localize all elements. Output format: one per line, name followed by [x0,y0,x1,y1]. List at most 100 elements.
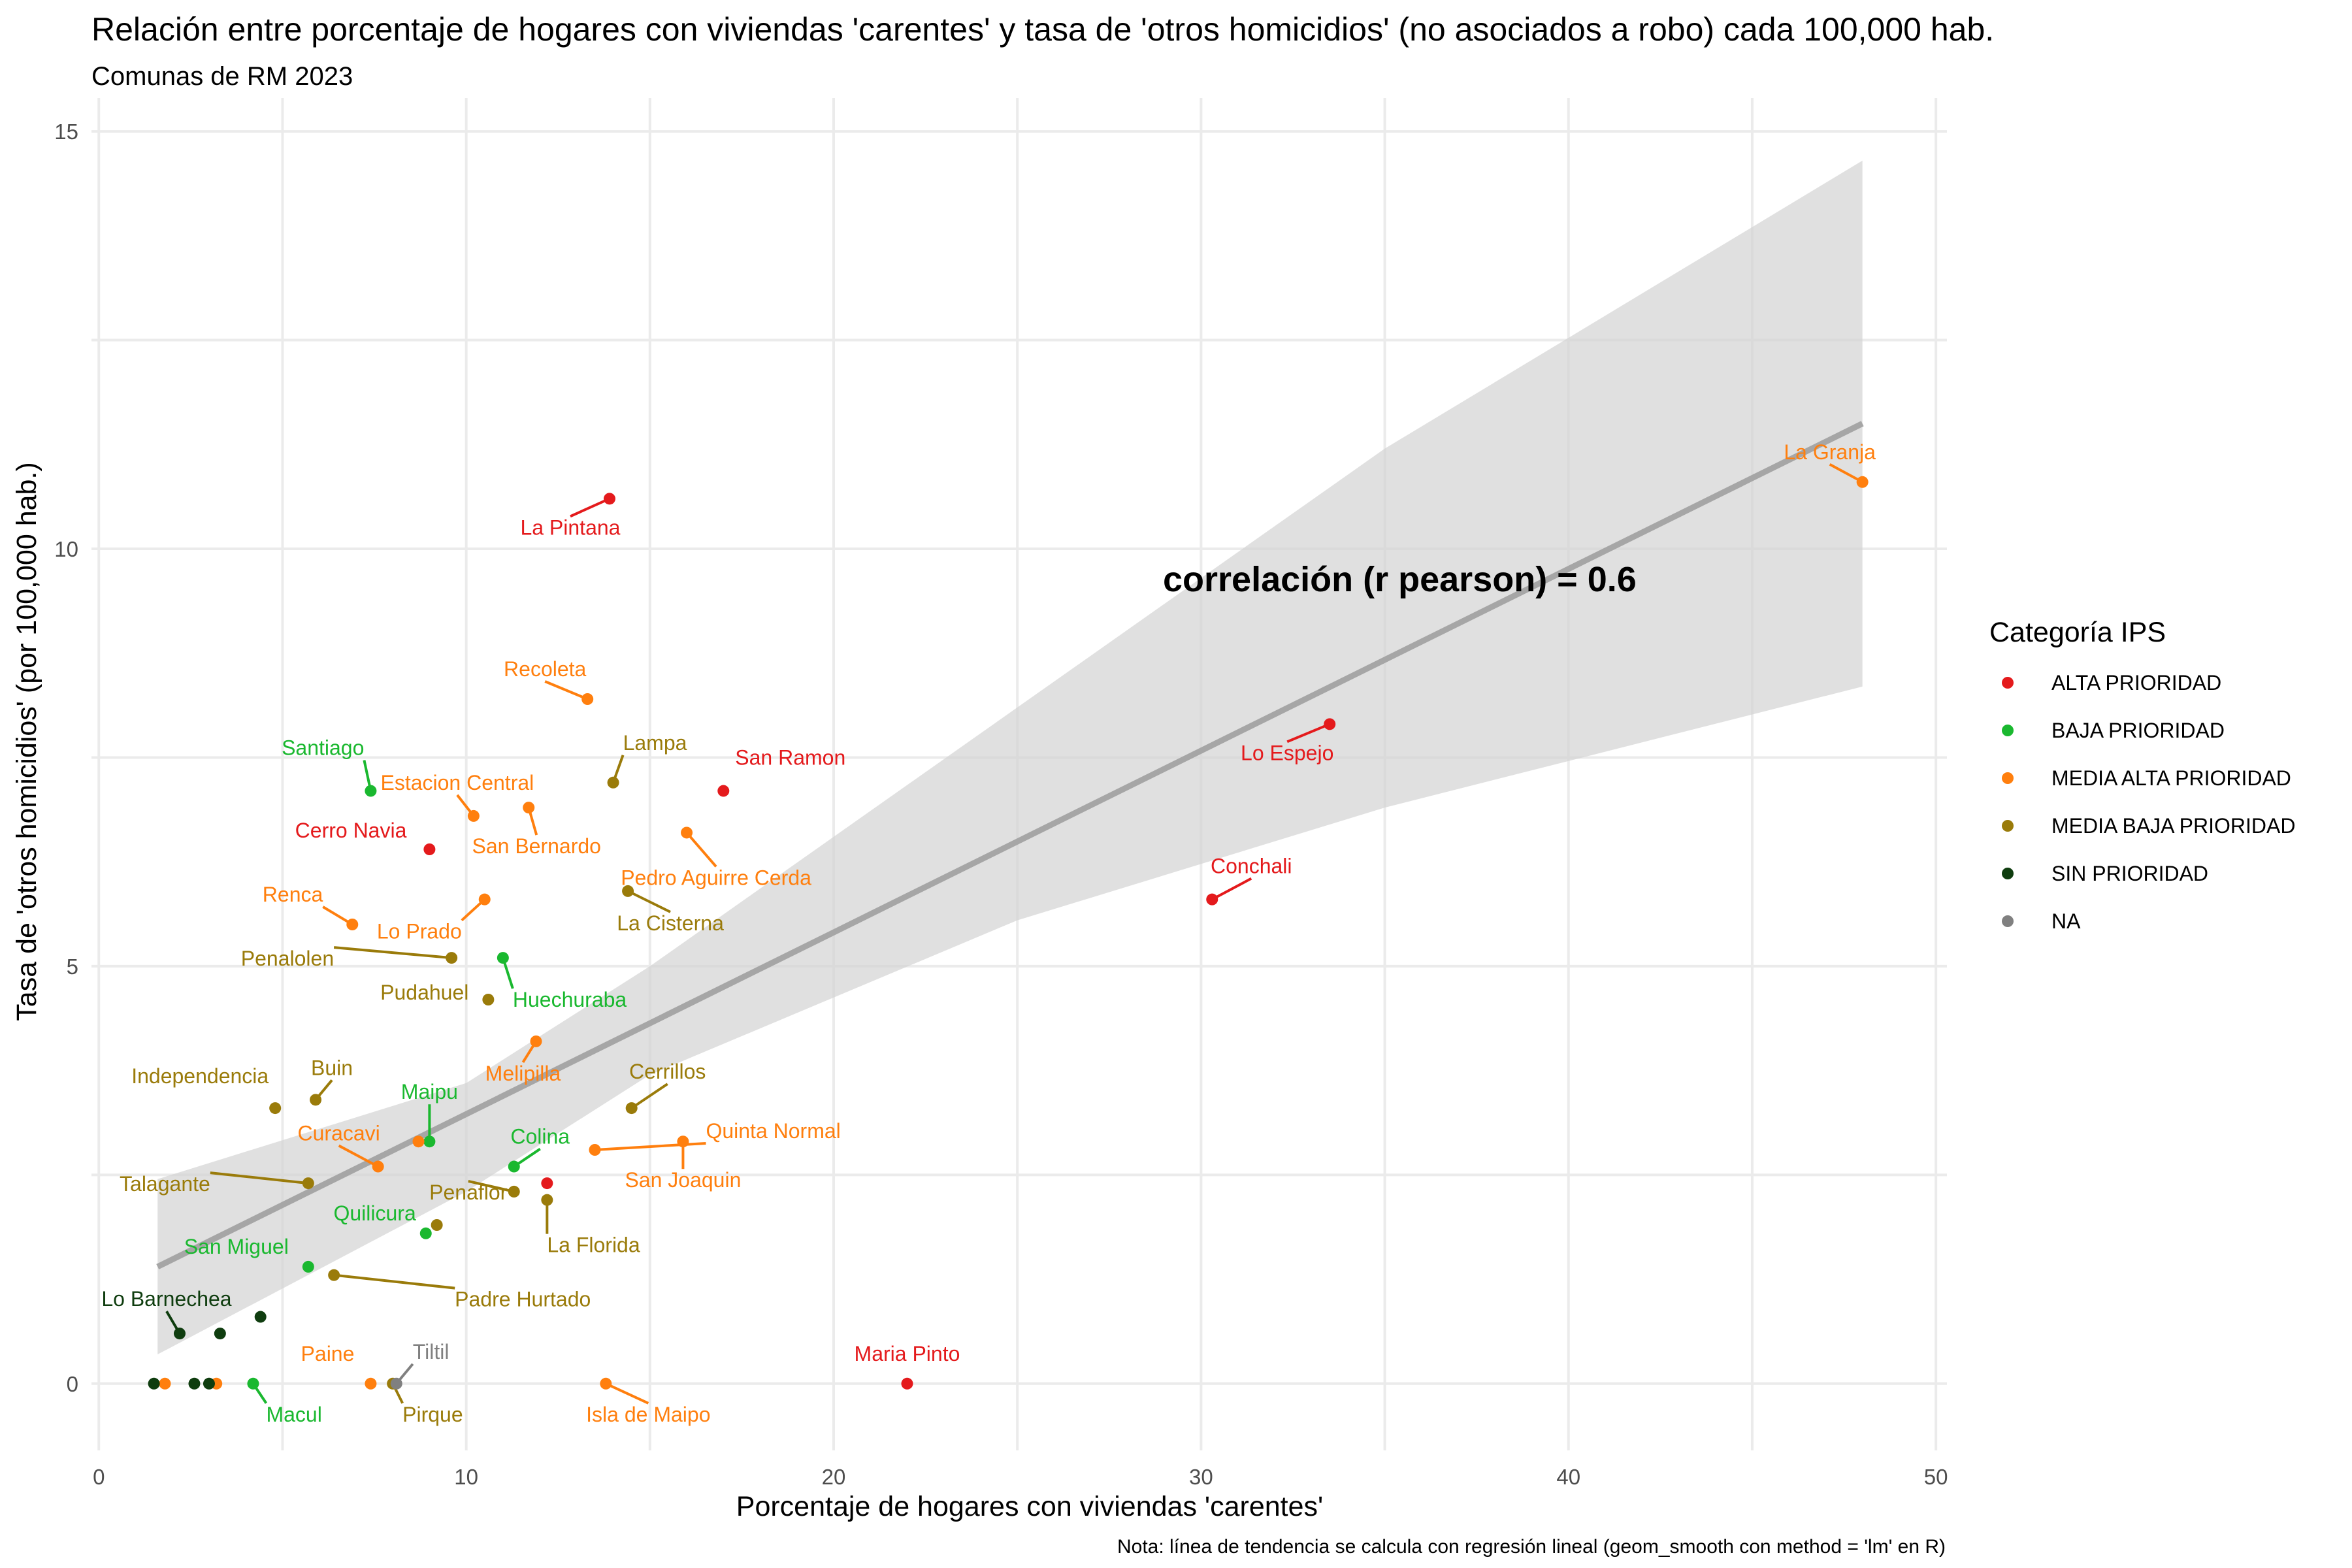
x-tick-label: 10 [454,1465,478,1489]
label-leader [338,1144,379,1168]
data-point [478,893,491,906]
legend-label: BAJA PRIORIDAD [2051,719,2225,742]
y-tick-label: 5 [67,955,78,979]
data-point [247,1377,259,1390]
data-point [423,1135,436,1148]
point-label: San Miguel [184,1235,289,1258]
data-point [431,1219,443,1231]
point-label: Tiltil [413,1340,449,1364]
data-point [581,693,594,705]
point-label: Lampa [623,731,687,755]
legend-items: ALTA PRIORIDAD BAJA PRIORIDAD MEDIA ALTA P… [2002,671,2295,933]
data-point [717,785,730,797]
point-label: La Granja [1784,440,1876,464]
data-point [622,885,634,897]
data-point [497,952,509,964]
legend-label: NA [2051,909,2081,933]
x-tick-label: 20 [822,1465,846,1489]
point-label: Maria Pinto [855,1342,960,1365]
data-point [600,1377,612,1390]
data-point [159,1377,171,1390]
x-axis-title: Porcentaje de hogares con viviendas 'car… [736,1491,1323,1522]
legend-key [2002,820,2014,832]
data-point [625,1102,638,1115]
legend-label: MEDIA BAJA PRIORIDAD [2051,814,2295,838]
legend-key [2002,725,2014,736]
data-point [446,952,458,964]
data-point [372,1160,384,1173]
label-leader [605,1382,649,1405]
chart-caption: Nota: línea de tendencia se calcula con … [1117,1536,1946,1558]
data-point [589,1144,601,1156]
label-leader [1286,723,1330,743]
legend-label: SIN PRIORIDAD [2051,862,2208,885]
data-point [310,1094,322,1106]
y-axis-title: Tasa de 'otros homicidios' (por 100,000 … [11,462,42,1021]
y-tick-label: 10 [54,537,78,561]
data-point [603,493,615,505]
point-label: San Bernardo [472,834,600,858]
data-point [173,1328,186,1340]
point-label: La Pintana [520,515,620,539]
point-label: Recoleta [504,657,587,681]
point-labels: La Pintana San Ramon Cerro Navia Lo Espejo C… [101,440,1876,1426]
y-axis-ticks: 0 5 10 15 [54,120,78,1396]
y-tick-label: 15 [54,120,78,144]
data-point [523,802,535,814]
x-tick-label: 50 [1924,1465,1948,1489]
label-leader [333,1273,455,1290]
point-label: Renca [263,883,323,906]
data-point [508,1185,520,1198]
label-leader [468,1179,515,1193]
label-leader [570,497,610,518]
legend-title: Categoría IPS [1989,617,2166,648]
point-label: Pudahuel [380,981,468,1004]
point-label: Quinta Normal [706,1119,840,1143]
data-point [1856,476,1869,488]
chart-title: Relación entre porcentaje de hogares con… [91,11,1994,48]
label-leader [685,832,717,868]
label-leader [1211,877,1252,901]
label-leader [627,890,671,913]
point-label: Cerro Navia [295,819,407,842]
point-label: Colina [510,1125,570,1149]
data-points [148,476,1869,1390]
point-label: Lo Barnechea [101,1287,231,1311]
data-point [681,826,693,839]
point-label: Penaflor [429,1181,508,1204]
data-point [508,1160,520,1173]
data-point [541,1194,553,1206]
data-point [346,919,359,930]
point-label: Buin [311,1056,353,1079]
point-label: San Joaquin [625,1168,741,1192]
data-point [328,1269,340,1281]
legend: Categoría IPS ALTA PRIORIDAD BAJA PRIORID… [1989,617,2295,933]
label-leader [210,1171,309,1185]
data-point [365,785,377,797]
data-point [214,1328,226,1340]
legend-key [2002,868,2014,879]
correlation-annotation: correlación (r pearson) = 0.6 [1163,560,1637,599]
data-point [541,1177,553,1190]
data-point [423,843,436,855]
point-label: Isla de Maipo [586,1403,710,1426]
y-tick-label: 0 [67,1372,78,1396]
label-leader [630,1083,668,1109]
legend-key [2002,772,2014,784]
point-label: Maipu [401,1080,458,1103]
point-label: Penalolen [241,947,334,970]
point-label: Talagante [120,1172,210,1196]
x-tick-label: 30 [1189,1465,1213,1489]
label-leader [544,680,588,700]
data-point [530,1035,542,1047]
point-label: Conchali [1211,855,1292,878]
data-point [412,1135,425,1148]
data-point [390,1377,402,1390]
data-point [269,1102,282,1115]
point-label: Paine [301,1342,355,1365]
point-label: Huechuraba [513,988,627,1011]
point-label: Padre Hurtado [455,1288,591,1311]
point-label: Cerrillos [629,1060,706,1083]
point-label: Macul [266,1403,321,1426]
